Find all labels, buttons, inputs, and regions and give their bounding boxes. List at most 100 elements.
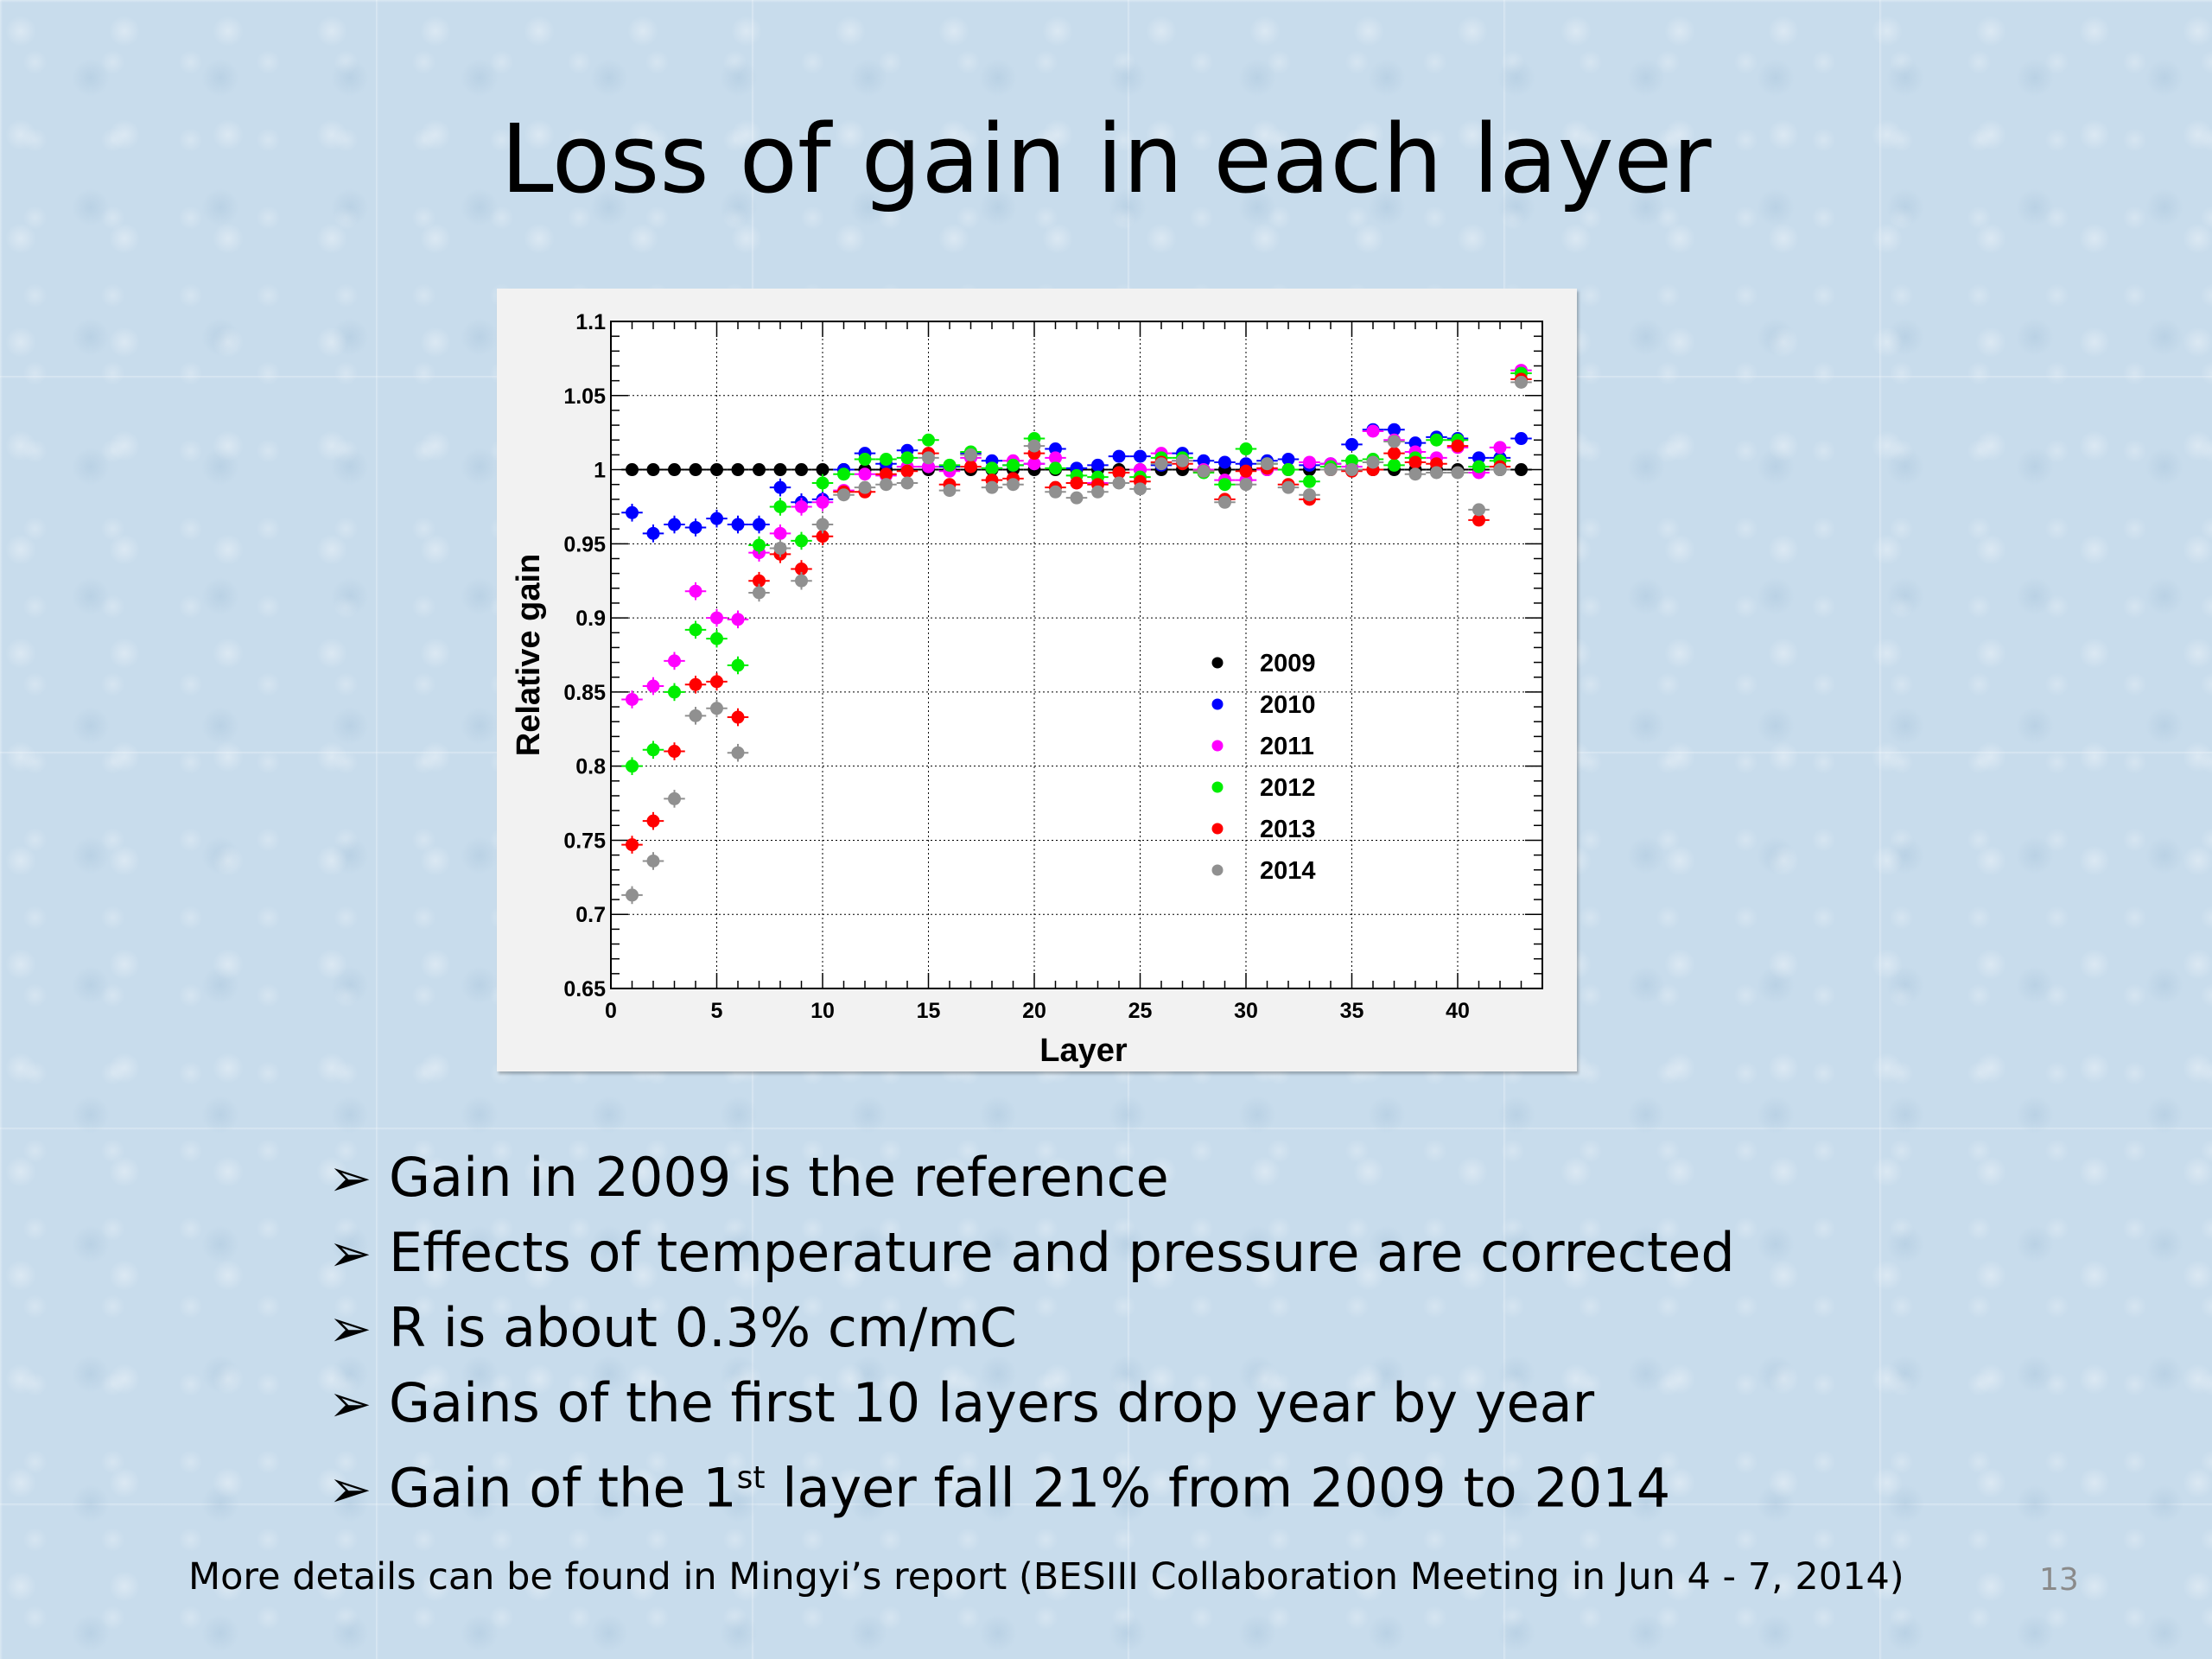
arrow-bullet-icon: ➢ [328,1374,372,1434]
data-point [1281,463,1295,477]
data-point [1303,474,1316,488]
data-point [795,574,808,588]
legend-marker [1211,740,1224,752]
x-tick-label: 25 [1128,999,1153,1023]
data-point [773,541,787,555]
data-point [1091,485,1104,499]
data-point [922,433,935,447]
bullet-item: ➢ Gains of the first 10 layers drop year … [328,1366,1735,1441]
data-point [1261,457,1274,471]
data-point [837,467,850,481]
data-point [1472,451,1485,465]
data-point [1388,435,1401,448]
data-point [1430,457,1443,471]
data-point [753,518,766,531]
data-point [1281,480,1295,494]
y-tick-label: 0.95 [563,532,606,556]
data-point [1091,458,1104,472]
data-point [858,453,872,467]
data-point [837,488,850,502]
x-tick-label: 20 [1022,999,1046,1023]
data-point [710,611,723,625]
data-point [1303,455,1316,469]
data-point [1049,461,1062,475]
data-point [1134,482,1147,496]
data-point [710,675,723,689]
y-axis-title: Relative gain [511,554,547,756]
y-tick-label: 0.75 [563,829,606,853]
data-point [1112,476,1126,490]
y-tick-label: 0.65 [563,977,606,1001]
data-point [710,512,723,525]
data-point [1154,457,1168,471]
data-point [668,654,681,668]
data-point [731,746,745,760]
x-tick-label: 10 [810,999,835,1023]
data-point [816,476,830,490]
data-point [773,463,787,477]
legend-label: 2009 [1260,650,1316,677]
data-point [773,480,787,494]
data-point [900,476,914,490]
data-point [858,467,872,481]
data-point [858,480,872,494]
data-point [668,685,681,699]
slide-title: Loss of gain in each layer [500,104,1712,214]
gain-chart: 0 5 10 15 20 25 30 35 40 0.65 0.7 0.75 0.8 0.85 0.9 0.9… [511,310,1543,1069]
data-point [1408,467,1422,481]
data-point [689,709,702,722]
data-point [900,451,914,465]
data-point [646,814,660,828]
data-point [689,677,702,691]
data-point [668,463,681,477]
data-point [1430,433,1443,447]
data-point [1027,457,1041,471]
data-point [731,613,745,626]
data-point [710,632,723,645]
data-point [1515,375,1528,389]
arrow-bullet-icon: ➢ [328,1224,372,1284]
data-point [731,463,745,477]
legend-marker [1211,657,1224,669]
ordinal-superscript: st [736,1460,766,1496]
data-point [1472,513,1485,527]
legend-label: 2012 [1260,774,1316,802]
data-point [1515,463,1528,477]
data-point [753,538,766,552]
data-point [1218,455,1231,469]
data-point [646,526,660,540]
data-point [1451,466,1465,480]
bullet-text: Effects of temperature and pressure are … [389,1221,1735,1284]
data-point [731,658,745,672]
data-point [646,463,660,477]
data-point [1197,454,1211,467]
data-point [1493,441,1507,454]
data-point [1515,432,1528,446]
data-point [816,463,830,477]
bullet-item: ➢ Gain in 2009 is the reference [328,1141,1735,1216]
data-point [880,453,893,467]
data-point [1007,458,1020,472]
bullet-list: ➢ Gain in 2009 is the reference ➢ Effects o… [328,1141,1735,1527]
data-point [880,467,893,481]
data-point [1112,466,1126,480]
arrow-bullet-icon: ➢ [328,1148,372,1209]
data-point [1007,478,1020,492]
data-point [710,702,723,715]
data-point [1408,436,1422,450]
data-point [795,562,808,575]
bullet-item: ➢ Effects of temperature and pressure are… [328,1216,1735,1291]
data-point [689,520,702,534]
data-point [985,480,999,494]
data-point [1027,439,1041,453]
bullet-text: Gain of the 1 [389,1456,737,1520]
footnote: More details can be found in Mingyi’s re… [188,1555,1904,1599]
data-point [668,745,681,759]
data-point [1049,485,1062,499]
data-point [1388,423,1401,436]
data-point [1472,503,1485,517]
data-point [1239,464,1253,478]
data-point [753,574,766,588]
x-tick-label: 40 [1446,999,1470,1023]
y-tick-label: 0.7 [575,903,606,927]
